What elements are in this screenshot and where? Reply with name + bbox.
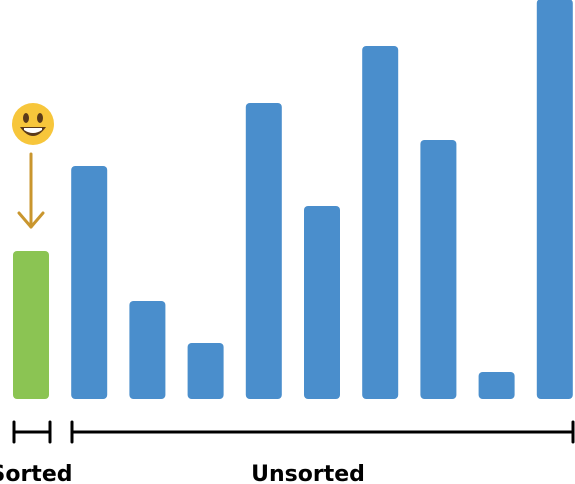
- bars-group: [13, 0, 573, 399]
- arrow-down-icon: [17, 152, 45, 229]
- bar-unsorted-4: [187, 343, 224, 399]
- bar-unsorted-9: [478, 372, 515, 399]
- sorted-bracket: [12, 420, 52, 444]
- unsorted-label: Unsorted: [251, 462, 365, 484]
- bar-unsorted-3: [129, 301, 166, 399]
- bar-unsorted-2: [71, 166, 108, 399]
- bar-unsorted-7: [362, 46, 399, 399]
- bar-unsorted-10: [536, 0, 573, 399]
- bar-unsorted-5: [245, 103, 282, 399]
- bar-sorted-1: [13, 251, 49, 399]
- bar-unsorted-6: [304, 206, 340, 399]
- bar-unsorted-8: [420, 140, 457, 399]
- smiley-emoji-icon: [12, 103, 54, 145]
- sorted-label: Sorted: [0, 462, 73, 484]
- unsorted-bracket: [70, 420, 575, 444]
